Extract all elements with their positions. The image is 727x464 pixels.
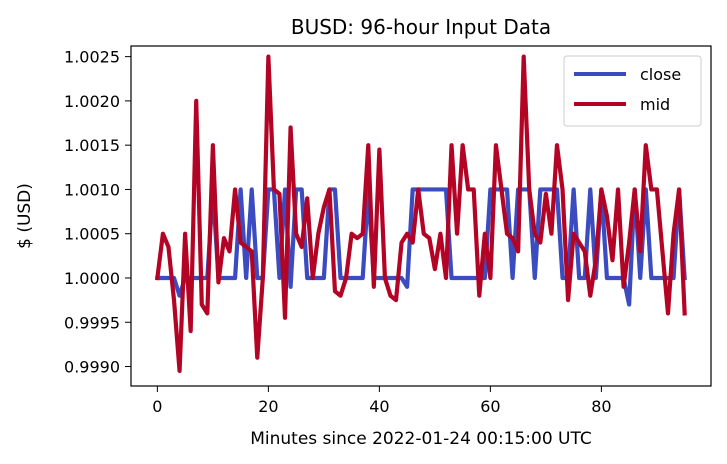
y-axis-label: $ (USD) — [15, 183, 35, 249]
plot-frame — [130, 45, 712, 387]
y-tick-label: 1.0000 — [64, 269, 120, 288]
series-line-mid — [155, 54, 687, 374]
chart-title: BUSD: 96-hour Input Data — [291, 15, 551, 39]
y-tick-label: 0.9990 — [64, 358, 120, 377]
x-tick-label: 0 — [152, 397, 162, 416]
y-tick-label: 1.0025 — [64, 48, 120, 67]
x-tick-label: 20 — [258, 397, 278, 416]
x-axis: 0 20 40 60 80 — [152, 386, 612, 416]
y-tick-label: 1.0010 — [64, 180, 120, 199]
x-tick-label: 60 — [480, 397, 500, 416]
y-axis: 0.9990 0.9995 1.0000 1.0005 1.0010 1.0015 1.00… — [64, 48, 131, 377]
y-tick-label: 1.0020 — [64, 92, 120, 111]
x-axis-label: Minutes since 2022-01-24 00:15:00 UTC — [250, 429, 592, 449]
legend: close mid — [563, 55, 702, 127]
plot-area — [155, 54, 687, 374]
x-tick-label: 80 — [591, 397, 611, 416]
legend-label-close: close — [640, 65, 681, 84]
y-tick-label: 0.9995 — [64, 313, 120, 332]
legend-label-mid: mid — [640, 95, 670, 114]
y-tick-label: 1.0015 — [64, 136, 120, 155]
y-tick-label: 1.0005 — [64, 225, 120, 244]
x-tick-label: 40 — [369, 397, 389, 416]
